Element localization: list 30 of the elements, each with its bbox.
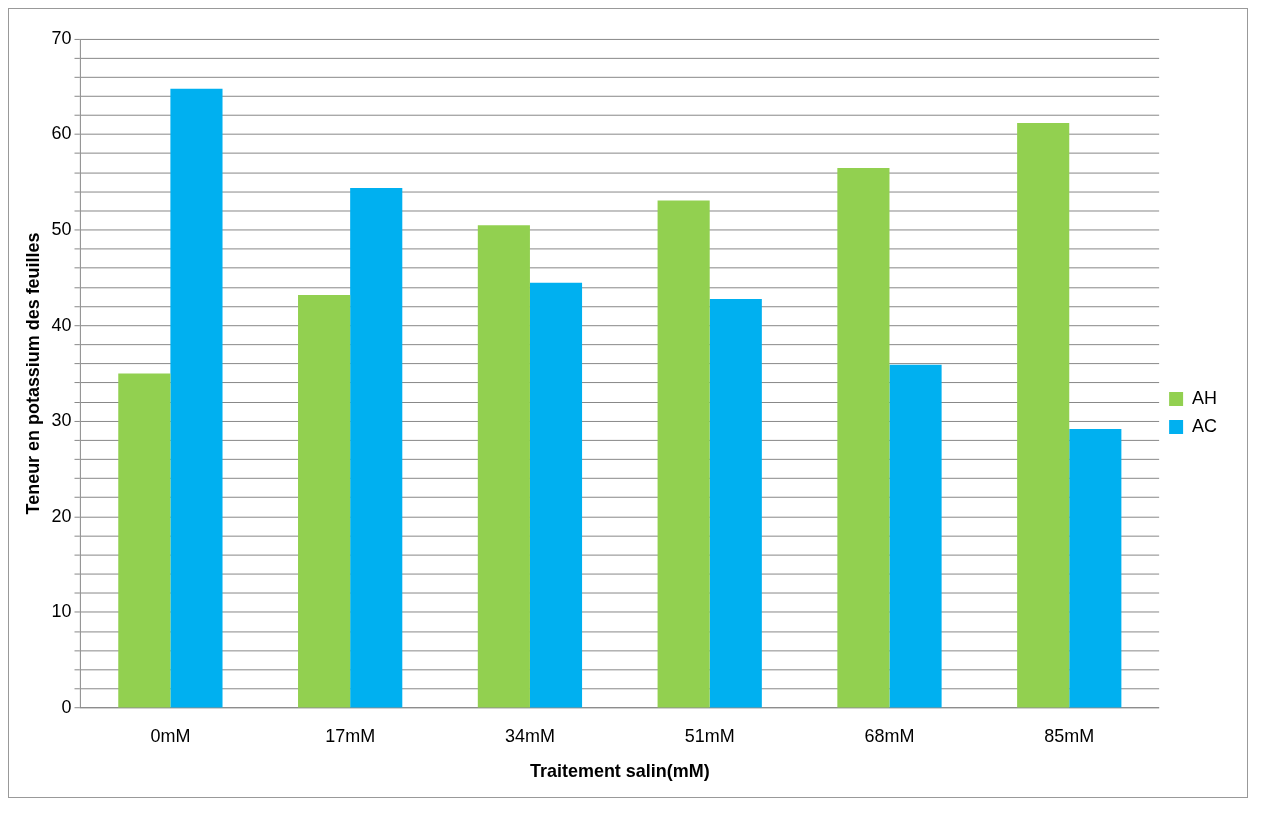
y-axis-title: Teneur en potassium des feuilles [22,232,43,515]
y-tick-label: 20 [51,505,72,526]
legend-label: AH [1192,387,1218,408]
y-tick-label: 70 [51,27,72,48]
x-tick-label: 85mM [1044,725,1095,746]
bar [170,88,223,708]
y-tick-label: 0 [61,696,72,717]
bar [350,188,403,708]
x-tick-label: 0mM [150,725,191,746]
bar [657,200,710,708]
bar [709,298,762,708]
legend-label: AC [1192,415,1218,436]
x-tick-label: 68mM [864,725,915,746]
y-tick-label: 10 [51,601,72,622]
x-axis-title: Traitement salin(mM) [529,761,710,782]
y-tick-label: 40 [51,314,72,335]
bar [118,373,171,708]
x-tick-label: 17mM [325,725,376,746]
bar [1017,123,1070,708]
y-tick-label: 60 [51,123,72,144]
x-tick-label: 51mM [684,725,735,746]
y-tick-label: 30 [51,410,72,431]
y-tick-label: 50 [51,219,72,240]
bar [298,295,351,708]
bar [889,364,942,708]
bar [837,167,890,708]
bar [1069,428,1122,708]
x-tick-label: 34mM [504,725,555,746]
bar [477,225,530,708]
bar [529,282,583,708]
